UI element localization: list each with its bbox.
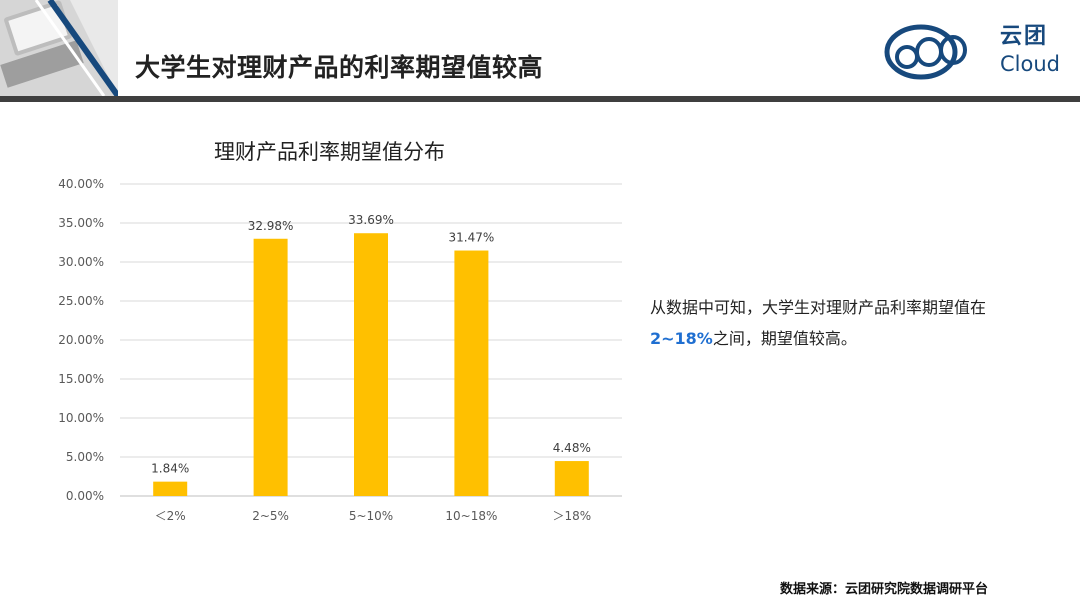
bar bbox=[554, 461, 589, 496]
conclusion-note: 从数据中可知，大学生对理财产品利率期望值在 2~18%之间，期望值较高。 bbox=[650, 292, 990, 354]
header-divider bbox=[0, 96, 1080, 102]
bar bbox=[253, 238, 288, 497]
y-tick-label: 35.00% bbox=[58, 216, 104, 230]
y-tick-label: 15.00% bbox=[58, 372, 104, 386]
data-source: 数据来源：云团研究院数据调研平台 bbox=[780, 582, 989, 597]
y-tick-label: 5.00% bbox=[66, 450, 104, 464]
chart-title: 理财产品利率期望值分布 bbox=[214, 140, 445, 164]
y-tick-label: 40.00% bbox=[58, 177, 104, 191]
x-tick-label: ＜2% bbox=[155, 509, 186, 523]
note-highlight: 2~18% bbox=[650, 329, 713, 348]
note-text-before: 从数据中可知，大学生对理财产品利率期望值在 bbox=[650, 298, 987, 317]
data-label: 31.47% bbox=[449, 231, 495, 245]
logo-text-en: Cloud bbox=[1000, 52, 1060, 76]
data-label: 4.48% bbox=[553, 441, 591, 455]
note-text-after: 之间，期望值较高。 bbox=[712, 329, 857, 348]
y-tick-label: 25.00% bbox=[58, 294, 104, 308]
x-tick-label: ＞18% bbox=[552, 509, 591, 523]
header-laptop-image bbox=[0, 0, 118, 96]
bar bbox=[354, 233, 388, 496]
bar bbox=[454, 250, 489, 496]
cloud-logo bbox=[883, 20, 1073, 80]
data-label: 1.84% bbox=[151, 462, 189, 476]
y-tick-label: 10.00% bbox=[58, 411, 104, 425]
data-label: 33.69% bbox=[348, 213, 394, 227]
logo-text-cn: 云团 bbox=[1000, 24, 1049, 49]
slide-title: 大学生对理财产品的利率期望值较高 bbox=[135, 53, 544, 82]
y-tick-label: 0.00% bbox=[66, 489, 104, 503]
y-tick-label: 20.00% bbox=[58, 333, 104, 347]
bar bbox=[153, 481, 188, 496]
x-tick-label: 5~10% bbox=[349, 509, 393, 523]
data-label: 32.98% bbox=[248, 219, 294, 233]
x-tick-label: 10~18% bbox=[445, 509, 497, 523]
y-tick-label: 30.00% bbox=[58, 255, 104, 269]
x-tick-label: 2~5% bbox=[252, 509, 289, 523]
